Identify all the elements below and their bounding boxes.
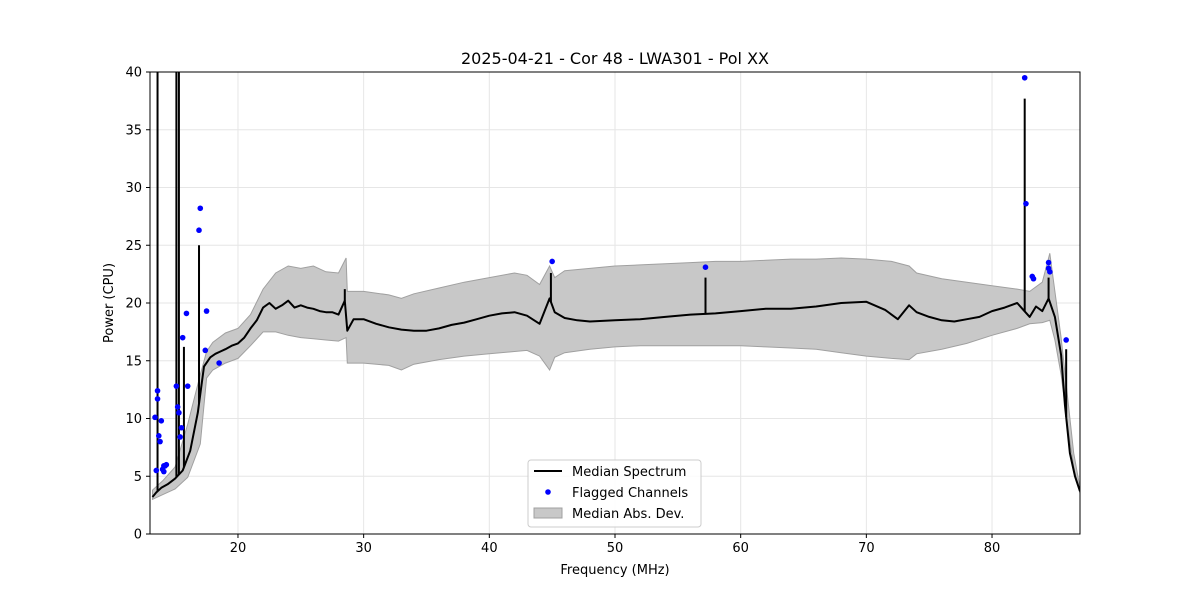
- plot-area: [151, 72, 1080, 501]
- flagged-channel-point: [702, 264, 709, 270]
- chart-title: 2025-04-21 - Cor 48 - LWA301 - Pol XX: [461, 49, 769, 68]
- y-tick-label: 0: [134, 528, 142, 543]
- flagged-channel-point: [216, 360, 222, 366]
- flagged-channel-point: [549, 258, 555, 265]
- flagged-channel-point: [1063, 337, 1069, 343]
- legend-median-label: Median Spectrum: [572, 465, 686, 480]
- axis-ticks: 20 30 40 50 60 70 80 0 5 10 15 20 25 30 35 40: [125, 66, 1000, 557]
- median-abs-dev-band: [152, 253, 1080, 501]
- flagged-channel-point: [157, 438, 163, 445]
- flagged-channel-point: [163, 461, 170, 468]
- flagged-channel-point: [155, 433, 162, 439]
- flagged-channel-point: [1047, 269, 1053, 275]
- flagged-channel-point: [161, 468, 167, 475]
- flagged-channel-point: [154, 396, 161, 402]
- y-tick-label: 10: [125, 412, 142, 427]
- flagged-channel-point: [178, 424, 185, 431]
- flagged-channel-point: [184, 383, 191, 389]
- flagged-channel-point: [176, 409, 182, 416]
- legend-box: [527, 459, 702, 528]
- x-tick-label: 60: [732, 541, 749, 556]
- flagged-channel-point: [196, 227, 202, 234]
- x-tick-label: 50: [607, 541, 624, 556]
- median-spectrum-line: [151, 297, 1080, 498]
- x-tick-label: 20: [230, 541, 247, 556]
- flagged-channel-point: [183, 310, 190, 317]
- y-tick-label: 30: [125, 181, 142, 196]
- y-tick-label: 35: [125, 123, 142, 138]
- flagged-channel-point: [203, 308, 210, 314]
- flagged-channel-point: [158, 418, 165, 424]
- flagged-channel-point: [1030, 275, 1037, 282]
- legend-mad-swatch: [533, 507, 563, 519]
- x-axis-label: Frequency (MHz): [560, 563, 669, 578]
- y-axis-label: Power (CPU): [102, 263, 117, 343]
- x-tick-label: 70: [858, 541, 875, 556]
- x-tick-label: 80: [984, 541, 1001, 556]
- flagged-channel-point: [1045, 259, 1052, 266]
- flagged-channel-point: [202, 347, 209, 354]
- flagged-channel-point: [173, 383, 180, 389]
- flagged-channel-point: [1023, 200, 1029, 207]
- flagged-channel-point: [179, 334, 186, 341]
- y-tick-label: 15: [125, 354, 142, 369]
- y-tick-label: 5: [134, 470, 142, 485]
- flagged-channel-point: [153, 467, 160, 474]
- flagged-channel-point: [177, 434, 183, 440]
- flagged-channel-point: [152, 414, 158, 421]
- x-tick-label: 30: [355, 541, 372, 556]
- y-tick-label: 25: [125, 239, 142, 254]
- flagged-channel-point: [154, 387, 161, 394]
- flagged-channel-point: [197, 205, 204, 212]
- flagged-channel-point: [174, 404, 181, 410]
- x-tick-label: 40: [481, 541, 498, 556]
- y-tick-label: 20: [125, 297, 142, 312]
- flagged-channel-point: [1021, 74, 1028, 81]
- legend: Median Spectrum Flagged Channels Median …: [527, 459, 702, 528]
- y-tick-label: 40: [125, 66, 142, 81]
- legend-flagged-swatch: [545, 489, 551, 495]
- legend-flagged-label: Flagged Channels: [572, 486, 688, 501]
- legend-mad-label: Median Abs. Dev.: [572, 507, 684, 522]
